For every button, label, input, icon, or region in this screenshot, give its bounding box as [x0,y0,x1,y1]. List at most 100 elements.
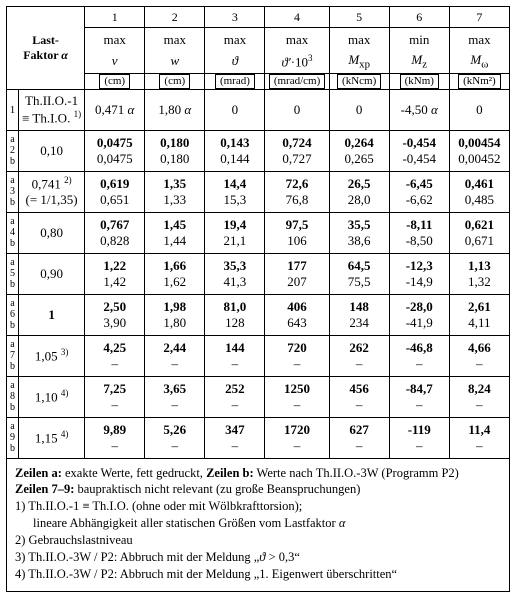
data-cell: 0 [205,89,265,130]
last-faktor: 1,05 3) [19,335,85,376]
unit-1: (cm) [85,73,145,89]
colnum-3: 3 [205,7,265,28]
data-cell: -28,0-41,9 [389,294,449,335]
data-cell: 1,661,62 [145,253,205,294]
hdr-sym-7: Mω [449,50,509,73]
data-cell: 0,2640,265 [329,130,389,171]
data-cell: 2,503,90 [85,294,145,335]
data-cell: 0,4610,485 [449,171,509,212]
data-cell: -6,45-6,62 [389,171,449,212]
data-cell: 4,66– [449,335,509,376]
last-faktor: 0,10 [19,130,85,171]
data-cell: 9,89– [85,417,145,458]
data-cell: 177207 [265,253,329,294]
hdr-sym-6: Mz [389,50,449,73]
data-cell: 1,80 α [145,89,205,130]
last-faktor: 0,80 [19,212,85,253]
data-cell: 456– [329,376,389,417]
data-cell: 19,421,1 [205,212,265,253]
table-row: a7b1,05 3)4,25–2,44–144–720–262–-46,8–4,… [7,335,510,376]
colnum-6: 6 [389,7,449,28]
data-cell: 720– [265,335,329,376]
data-cell: 0,6210,671 [449,212,509,253]
data-cell: 627– [329,417,389,458]
data-cell: 97,5106 [265,212,329,253]
last-faktor: 0,741 2)(= 1/1,35) [19,171,85,212]
last-faktor: 1,15 4) [19,417,85,458]
unit-6: (kNm) [389,73,449,89]
data-cell: 72,676,8 [265,171,329,212]
last-faktor: 1,10 4) [19,376,85,417]
data-cell: 262– [329,335,389,376]
row-number: a7b [7,335,19,376]
hdr-sym-2: w [145,50,205,73]
data-cell: 0,1800,180 [145,130,205,171]
data-cell: 8,24– [449,376,509,417]
row-number: a5b [7,253,19,294]
table-row: a6b12,503,901,981,8081,0128406643148234-… [7,294,510,335]
hdr-top-4: max [265,28,329,51]
colnum-7: 7 [449,7,509,28]
colnum-2: 2 [145,7,205,28]
data-cell: 35,341,3 [205,253,265,294]
data-cell: 64,575,5 [329,253,389,294]
table-row: a5b0,901,221,421,661,6235,341,317720764,… [7,253,510,294]
colnum-5: 5 [329,7,389,28]
data-cell: 0,7670,828 [85,212,145,253]
table-row: a8b1,10 4)7,25–3,65–252–1250–456–-84,7–8… [7,376,510,417]
data-cell: -119– [389,417,449,458]
data-cell: 347– [205,417,265,458]
last-faktor: 0,90 [19,253,85,294]
data-cell: 0,1430,144 [205,130,265,171]
data-cell: 406643 [265,294,329,335]
row-number: a4b [7,212,19,253]
data-cell: 0,6190,651 [85,171,145,212]
hdr-sym-3: ϑ [205,50,265,73]
data-cell: 0,7240,727 [265,130,329,171]
data-cell: 144– [205,335,265,376]
data-cell: 0 [329,89,389,130]
data-cell: 1,221,42 [85,253,145,294]
row-number: 1 [7,89,19,130]
hdr-top-5: max [329,28,389,51]
hdr-top-7: max [449,28,509,51]
data-cell: 0,004540,00452 [449,130,509,171]
data-cell: 252– [205,376,265,417]
footnotes: Zeilen a: exakte Werte, fett gedruckt, Z… [6,459,510,592]
data-cell: 2,44– [145,335,205,376]
data-cell: -0,454-0,454 [389,130,449,171]
data-table: Last-Faktor α 1 2 3 4 5 6 7 max max max … [6,6,510,459]
colnum-1: 1 [85,7,145,28]
hdr-sym-5: Mxp [329,50,389,73]
data-cell: -12,3-14,9 [389,253,449,294]
unit-4: (mrad/cm) [265,73,329,89]
data-cell: 0 [265,89,329,130]
data-cell: 81,0128 [205,294,265,335]
table-row: a2b0,100,04750,04750,1800,1800,1430,1440… [7,130,510,171]
row-number: a3b [7,171,19,212]
colnum-4: 4 [265,7,329,28]
row-number: a6b [7,294,19,335]
data-cell: 1250– [265,376,329,417]
data-cell: 1,981,80 [145,294,205,335]
data-cell: 5,26– [145,417,205,458]
data-cell: 14,415,3 [205,171,265,212]
table-row: a9b1,15 4)9,89–5,26–347–1720–627–-119–11… [7,417,510,458]
unit-2: (cm) [145,73,205,89]
data-cell: 3,65– [145,376,205,417]
data-cell: 2,614,11 [449,294,509,335]
data-cell: 1,451,44 [145,212,205,253]
unit-5: (kNcm) [329,73,389,89]
data-cell: 0 [449,89,509,130]
data-cell: 0,471 α [85,89,145,130]
row-number: a2b [7,130,19,171]
data-cell: -4,50 α [389,89,449,130]
unit-3: (mrad) [205,73,265,89]
data-cell: -8,11-8,50 [389,212,449,253]
table-row: a4b0,800,7670,8281,451,4419,421,197,5106… [7,212,510,253]
hdr-top-1: max [85,28,145,51]
hdr-top-2: max [145,28,205,51]
data-cell: -46,8– [389,335,449,376]
data-cell: 4,25– [85,335,145,376]
data-cell: 35,538,6 [329,212,389,253]
